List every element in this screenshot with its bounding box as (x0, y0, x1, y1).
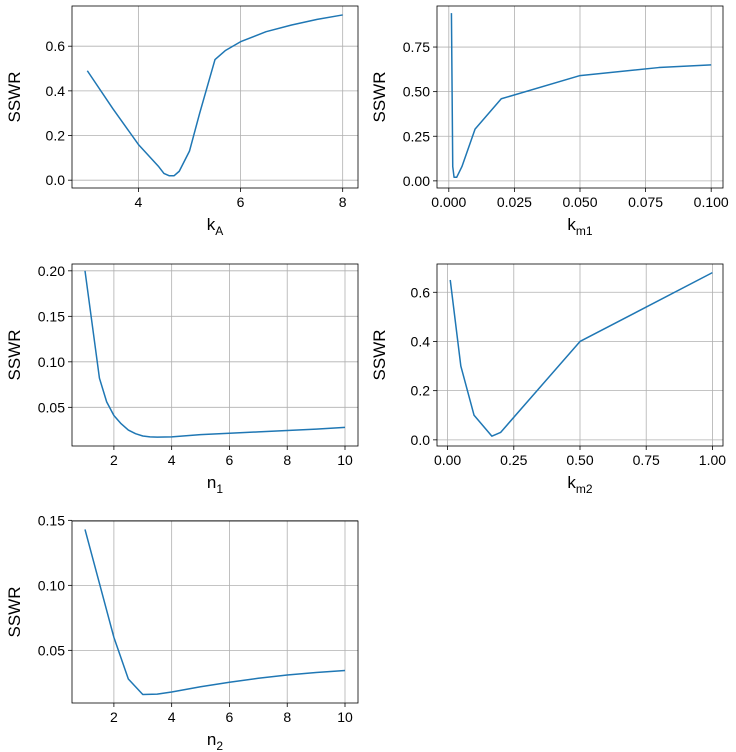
x-tick-label: 0.25 (500, 452, 527, 468)
data-line (449, 271, 713, 437)
y-tick-label: 0.15 (38, 512, 65, 528)
x-axis-label-main: n (207, 473, 216, 492)
axes-frame (71, 5, 359, 189)
y-tick-label: 0.0 (411, 432, 431, 448)
y-axis-label: SSWR (5, 72, 24, 123)
y-tick-label: 0.4 (46, 83, 66, 99)
x-tick-label: 0.025 (497, 194, 532, 210)
y-tick-label: 0.10 (38, 577, 65, 593)
y-tick-label: 0.05 (38, 399, 65, 415)
x-tick-label: 4 (134, 194, 142, 210)
y-tick-label: 0.50 (403, 84, 430, 100)
y-tick-label: 0.10 (38, 354, 65, 370)
data-line (84, 529, 346, 696)
x-tick-label: 0.00 (434, 452, 461, 468)
y-tick-label: 0.6 (46, 38, 66, 54)
y-axis-label: SSWR (5, 330, 24, 381)
y-tick-label: 0.15 (38, 308, 65, 324)
x-axis-label-subscript: m2 (576, 482, 593, 496)
x-axis-label: kA (207, 215, 224, 238)
x-axis-label-subscript: 1 (216, 482, 223, 496)
x-tick-label: 0.50 (566, 452, 593, 468)
y-axis-label: SSWR (370, 330, 389, 381)
x-tick-label: 6 (226, 452, 234, 468)
axes-frame (71, 263, 359, 447)
x-axis-label: km1 (567, 215, 592, 238)
y-tick-label: 0.4 (411, 333, 431, 349)
data-line (84, 270, 346, 438)
x-tick-label: 1.00 (699, 452, 726, 468)
x-tick-label: 0.75 (633, 452, 660, 468)
x-axis-label-subscript: A (215, 224, 223, 238)
x-tick-label: 0.000 (431, 194, 466, 210)
x-axis-label-subscript: 2 (216, 739, 223, 752)
x-tick-label: 2 (110, 709, 118, 725)
x-tick-label: 4 (168, 709, 176, 725)
x-axis-label-main: n (207, 730, 216, 749)
y-axis-label: SSWR (370, 72, 389, 123)
x-tick-label: 8 (283, 709, 291, 725)
x-tick-label: 2 (110, 452, 118, 468)
x-axis-label: km2 (567, 473, 592, 496)
x-tick-label: 10 (337, 452, 353, 468)
subplot-2: 0.000 0.025 0.050 0.075 0.100 0.00 0.25 0.50 0.7… (370, 5, 729, 238)
x-tick-label: 8 (339, 194, 347, 210)
y-axis-label: SSWR (5, 587, 24, 638)
axes-frame (71, 520, 359, 704)
y-tick-label: 0.2 (46, 128, 66, 144)
x-tick-label: 6 (226, 709, 234, 725)
y-tick-label: 0.2 (411, 383, 431, 399)
y-tick-label: 0.25 (403, 128, 430, 144)
y-tick-label: 0.00 (403, 173, 430, 189)
subplot-3: 2 4 6 8 10 0.05 0.10 0.15 0.20 n1 SSWR (5, 263, 359, 496)
subplot-1: 4 6 8 0.0 0.2 0.4 0.6 kA SSWR (5, 5, 359, 238)
data-line (86, 14, 343, 177)
x-tick-label: 8 (283, 452, 291, 468)
x-tick-label: 0.075 (628, 194, 663, 210)
y-tick-label: 0.20 (38, 263, 65, 279)
x-tick-label: 10 (337, 709, 353, 725)
x-axis-label-main: k (207, 215, 216, 234)
x-tick-label: 6 (237, 194, 245, 210)
x-tick-label: 0.050 (562, 194, 597, 210)
y-tick-label: 0.05 (38, 642, 65, 658)
x-axis-label-subscript: m1 (576, 224, 593, 238)
x-axis-label: n1 (207, 473, 223, 496)
x-axis-label-main: k (567, 215, 576, 234)
y-tick-label: 0.6 (411, 284, 431, 300)
y-tick-label: 0.75 (403, 39, 430, 55)
x-tick-label: 4 (168, 452, 176, 468)
x-tick-label: 0.100 (694, 194, 729, 210)
x-axis-label-main: k (567, 473, 576, 492)
x-axis-label: n2 (207, 730, 223, 752)
subplot-4: 0.00 0.25 0.50 0.75 1.00 0.0 0.2 0.4 0.6 km2 SSWR (370, 263, 726, 496)
data-line (450, 13, 712, 179)
y-tick-label: 0.0 (46, 172, 66, 188)
